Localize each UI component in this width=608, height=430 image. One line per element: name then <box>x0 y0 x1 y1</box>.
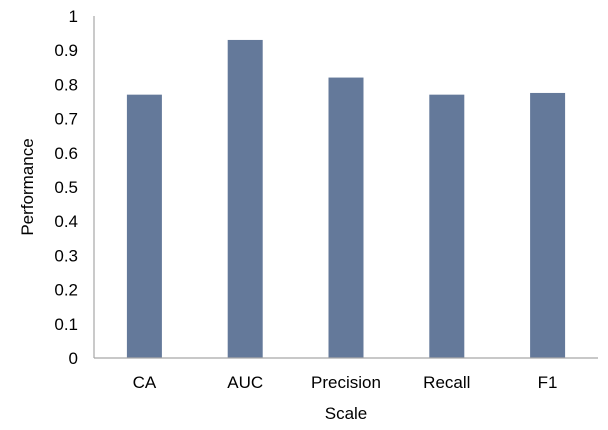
y-axis-title: Performance <box>18 138 37 235</box>
y-tick-labels: 0 0.1 0.2 0.3 0.4 0.5 0.6 0.7 0.8 0.9 1 <box>54 7 78 368</box>
y-tick-label: 0.2 <box>54 281 78 300</box>
y-tick-label: 0.4 <box>54 212 78 231</box>
bar-f1 <box>530 92 566 358</box>
bar-ca <box>126 94 162 358</box>
y-tick-label: 0.1 <box>54 315 78 334</box>
x-tick-label: Precision <box>311 373 381 392</box>
y-tick-label: 0.6 <box>54 144 78 163</box>
y-tick-label: 1 <box>69 7 78 26</box>
bar-recall <box>429 94 465 358</box>
x-tick-labels: CA AUC Precision Recall F1 <box>133 373 558 392</box>
y-tick-label: 0.9 <box>54 41 78 60</box>
x-tick-label: CA <box>133 373 157 392</box>
x-tick-label: Recall <box>423 373 470 392</box>
y-tick-label: 0.3 <box>54 246 78 265</box>
x-tick-label: AUC <box>227 373 263 392</box>
bar-precision <box>328 77 364 358</box>
y-tick-label: 0 <box>69 349 78 368</box>
y-tick-label: 0.5 <box>54 178 78 197</box>
y-tick-label: 0.7 <box>54 110 78 129</box>
bar-auc <box>227 39 263 358</box>
x-axis-title: Scale <box>325 404 368 423</box>
y-tick-label: 0.8 <box>54 75 78 94</box>
bars-group <box>126 39 566 358</box>
x-tick-label: F1 <box>538 373 558 392</box>
